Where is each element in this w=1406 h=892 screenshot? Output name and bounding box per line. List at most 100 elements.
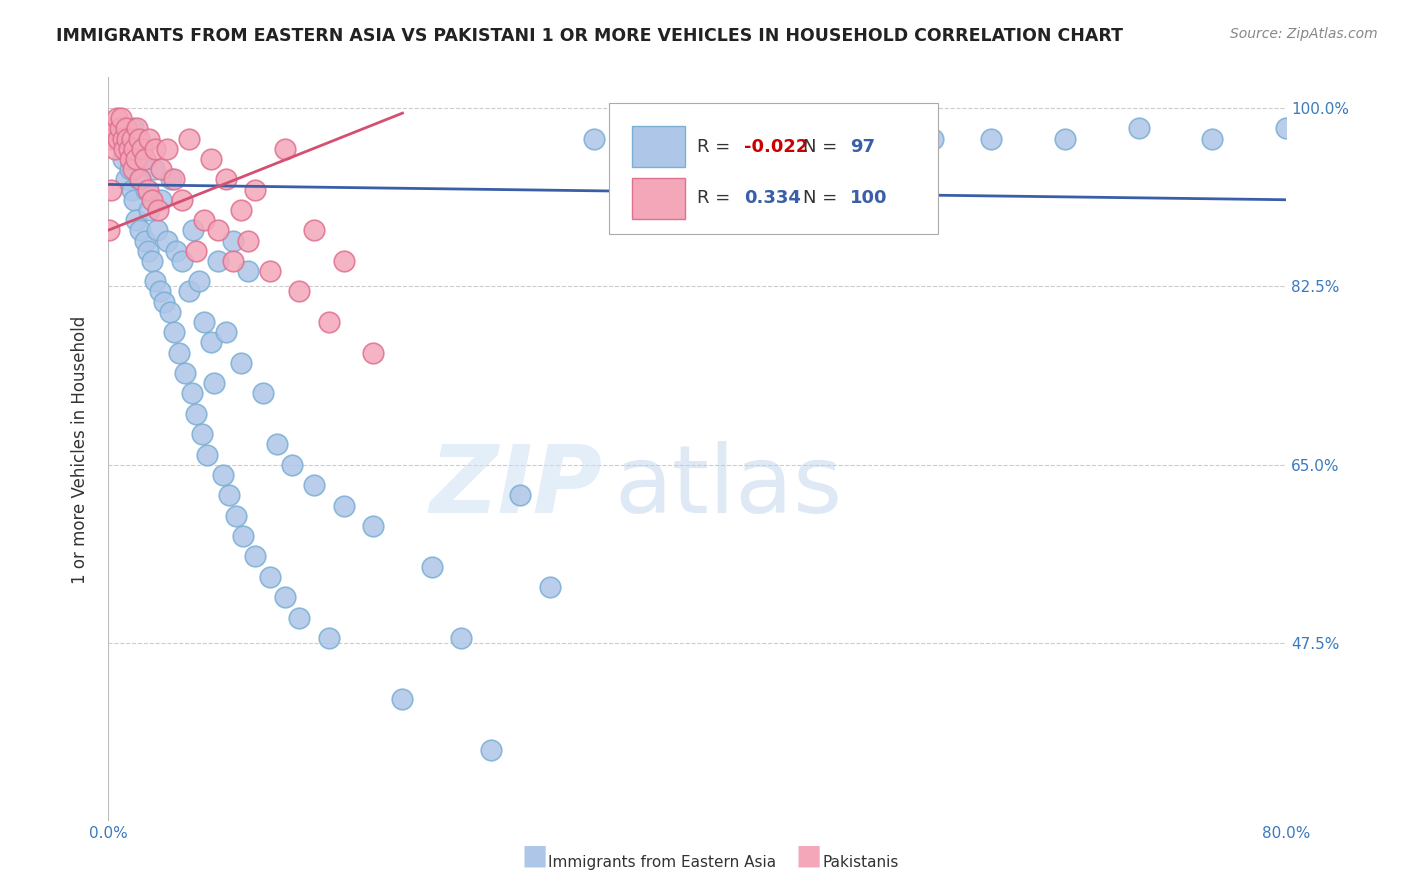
Point xyxy=(245,183,267,197)
Point xyxy=(686,131,709,145)
Point xyxy=(115,131,138,145)
Point xyxy=(146,202,169,217)
Point xyxy=(288,285,311,299)
Point xyxy=(193,315,215,329)
Point xyxy=(627,121,650,136)
Text: atlas: atlas xyxy=(614,441,842,533)
Point xyxy=(211,467,233,482)
Point xyxy=(232,529,254,543)
Point xyxy=(202,376,225,391)
Point xyxy=(105,112,128,126)
Point xyxy=(391,692,413,706)
Point xyxy=(141,253,163,268)
Point xyxy=(361,345,384,359)
Point xyxy=(121,183,143,197)
Point xyxy=(117,142,139,156)
Point xyxy=(125,152,148,166)
Point xyxy=(170,193,193,207)
Point xyxy=(108,131,131,145)
Point xyxy=(129,223,152,237)
Point xyxy=(361,519,384,533)
Point xyxy=(207,253,229,268)
Point xyxy=(420,559,443,574)
Point xyxy=(479,743,502,757)
Text: 97: 97 xyxy=(851,138,875,156)
Text: Immigrants from Eastern Asia: Immigrants from Eastern Asia xyxy=(548,855,776,870)
Y-axis label: 1 or more Vehicles in Household: 1 or more Vehicles in Household xyxy=(72,316,89,583)
Point xyxy=(156,234,179,248)
Point xyxy=(450,631,472,645)
Text: ■: ■ xyxy=(522,842,547,870)
Point xyxy=(252,386,274,401)
Point xyxy=(163,325,186,339)
Point xyxy=(150,193,173,207)
Point xyxy=(181,386,204,401)
Point xyxy=(745,142,768,156)
Point xyxy=(862,121,884,136)
Point xyxy=(117,142,139,156)
Point xyxy=(112,142,135,156)
Text: Source: ZipAtlas.com: Source: ZipAtlas.com xyxy=(1230,27,1378,41)
Point xyxy=(153,294,176,309)
Point xyxy=(229,202,252,217)
Point xyxy=(921,131,943,145)
Point xyxy=(218,488,240,502)
Text: ■: ■ xyxy=(796,842,821,870)
Point xyxy=(332,253,354,268)
Point xyxy=(131,142,153,156)
Point xyxy=(135,183,157,197)
Point xyxy=(177,285,200,299)
Point xyxy=(131,152,153,166)
Point xyxy=(207,223,229,237)
Point xyxy=(134,234,156,248)
FancyBboxPatch shape xyxy=(609,103,938,234)
Point xyxy=(281,458,304,472)
Point xyxy=(124,193,146,207)
Point xyxy=(122,162,145,177)
Point xyxy=(104,142,127,156)
Point xyxy=(128,131,150,145)
Text: -0.022: -0.022 xyxy=(744,138,808,156)
Point xyxy=(150,162,173,177)
Point xyxy=(302,478,325,492)
Point xyxy=(177,131,200,145)
Point xyxy=(128,172,150,186)
Point xyxy=(195,448,218,462)
Point xyxy=(143,274,166,288)
Point xyxy=(148,285,170,299)
Point xyxy=(538,580,561,594)
Point xyxy=(114,172,136,186)
Point xyxy=(142,162,165,177)
Point xyxy=(124,142,146,156)
Point xyxy=(111,131,134,145)
Point xyxy=(159,305,181,319)
Point xyxy=(318,631,340,645)
Point xyxy=(145,223,167,237)
Point xyxy=(186,244,208,258)
Point xyxy=(200,152,222,166)
Point xyxy=(236,264,259,278)
Point xyxy=(582,131,605,145)
Point xyxy=(200,335,222,350)
Text: 0.334: 0.334 xyxy=(744,189,801,207)
Point xyxy=(273,142,295,156)
Text: 100: 100 xyxy=(851,189,887,207)
Point xyxy=(125,213,148,227)
Point xyxy=(108,121,131,136)
Point xyxy=(100,183,122,197)
Point xyxy=(120,152,142,166)
Point xyxy=(229,356,252,370)
Point xyxy=(266,437,288,451)
Point xyxy=(1275,121,1298,136)
Point xyxy=(509,488,531,502)
Point xyxy=(980,131,1002,145)
Text: R =: R = xyxy=(697,189,742,207)
Point xyxy=(215,172,238,186)
Point xyxy=(127,142,149,156)
Point xyxy=(259,264,281,278)
Point xyxy=(156,142,179,156)
Point xyxy=(225,508,247,523)
Point xyxy=(143,142,166,156)
Point xyxy=(103,121,125,136)
Point xyxy=(215,325,238,339)
